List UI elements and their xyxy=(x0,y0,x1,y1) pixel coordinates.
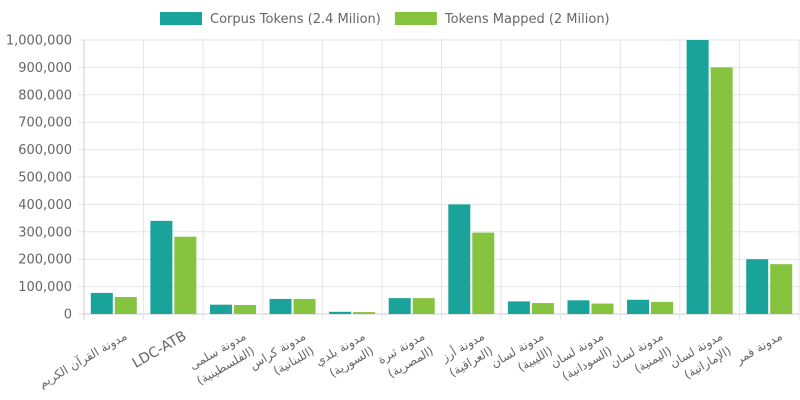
y-tick-label: 600,000 xyxy=(18,143,72,158)
x-category-label-line: مدونة قمر xyxy=(732,329,785,368)
y-tick-label: 1,000,000 xyxy=(6,34,72,49)
x-category-label: مدونة لسان(الليبية) xyxy=(488,329,555,375)
bar-2 xyxy=(770,264,793,314)
bar-1 xyxy=(686,40,709,314)
x-category-label: مدونة سلمى(الفلسطينية) xyxy=(187,329,257,388)
x-category-label: مدونة بلدي(السورية) xyxy=(313,329,377,381)
y-tick-label: 700,000 xyxy=(18,116,72,131)
x-category-label: مدونة أرز(العراقية) xyxy=(438,328,496,381)
bar-1 xyxy=(209,304,232,314)
x-category-label: مدونة لسان(اليمنية) xyxy=(607,329,674,376)
bar-1 xyxy=(329,311,352,314)
bar-1 xyxy=(90,292,113,314)
bar-2 xyxy=(472,232,495,314)
y-tick-label: 900,000 xyxy=(18,61,72,76)
bar-1 xyxy=(627,299,650,314)
legend-label-1: Corpus Tokens (2.4 Milion) xyxy=(210,12,381,27)
bar-2 xyxy=(174,236,197,314)
legend-swatch-2 xyxy=(394,12,437,25)
bar-2 xyxy=(710,67,733,315)
bar-2 xyxy=(531,303,554,314)
bar-2 xyxy=(591,303,614,314)
y-tick-label: 300,000 xyxy=(18,225,72,240)
bar-2 xyxy=(353,312,376,314)
y-tick-label: 0 xyxy=(64,308,72,323)
bar-2 xyxy=(293,298,316,314)
bar-1 xyxy=(448,204,471,314)
bar-2 xyxy=(114,297,137,314)
legend-swatch-1 xyxy=(160,12,202,25)
x-category-label: مدونة ثبرة(المصرية) xyxy=(375,329,436,382)
bar-1 xyxy=(567,300,590,314)
bar-2 xyxy=(651,301,674,314)
bar-1 xyxy=(269,298,292,314)
bar-1 xyxy=(507,301,530,314)
x-category-label: LDC-ATB xyxy=(130,328,190,372)
y-tick-label: 500,000 xyxy=(18,171,72,186)
y-tick-label: 100,000 xyxy=(18,280,72,295)
x-category-label-line: LDC-ATB xyxy=(130,328,190,372)
x-category-label: مدونة كراس(اللبنانية) xyxy=(247,329,317,378)
bar-1 xyxy=(746,259,769,314)
bar-1 xyxy=(388,298,411,314)
x-category-label: مدونة لسان(السودانية) xyxy=(548,329,615,384)
legend-label-2: Tokens Mapped (2 Milion) xyxy=(444,12,610,27)
x-category-label: مدونة لسان(الإماراتية) xyxy=(667,329,734,383)
y-tick-label: 400,000 xyxy=(18,198,72,213)
x-category-label: مدونة قمر xyxy=(732,329,785,368)
bar-1 xyxy=(150,220,173,314)
y-tick-label: 800,000 xyxy=(18,88,72,103)
x-category-label-line: مدونة القرآن الكريم xyxy=(36,328,130,392)
bar-2 xyxy=(412,298,435,314)
bar-2 xyxy=(233,304,256,314)
y-tick-label: 200,000 xyxy=(18,253,72,268)
x-category-label: مدونة القرآن الكريم xyxy=(36,328,130,392)
